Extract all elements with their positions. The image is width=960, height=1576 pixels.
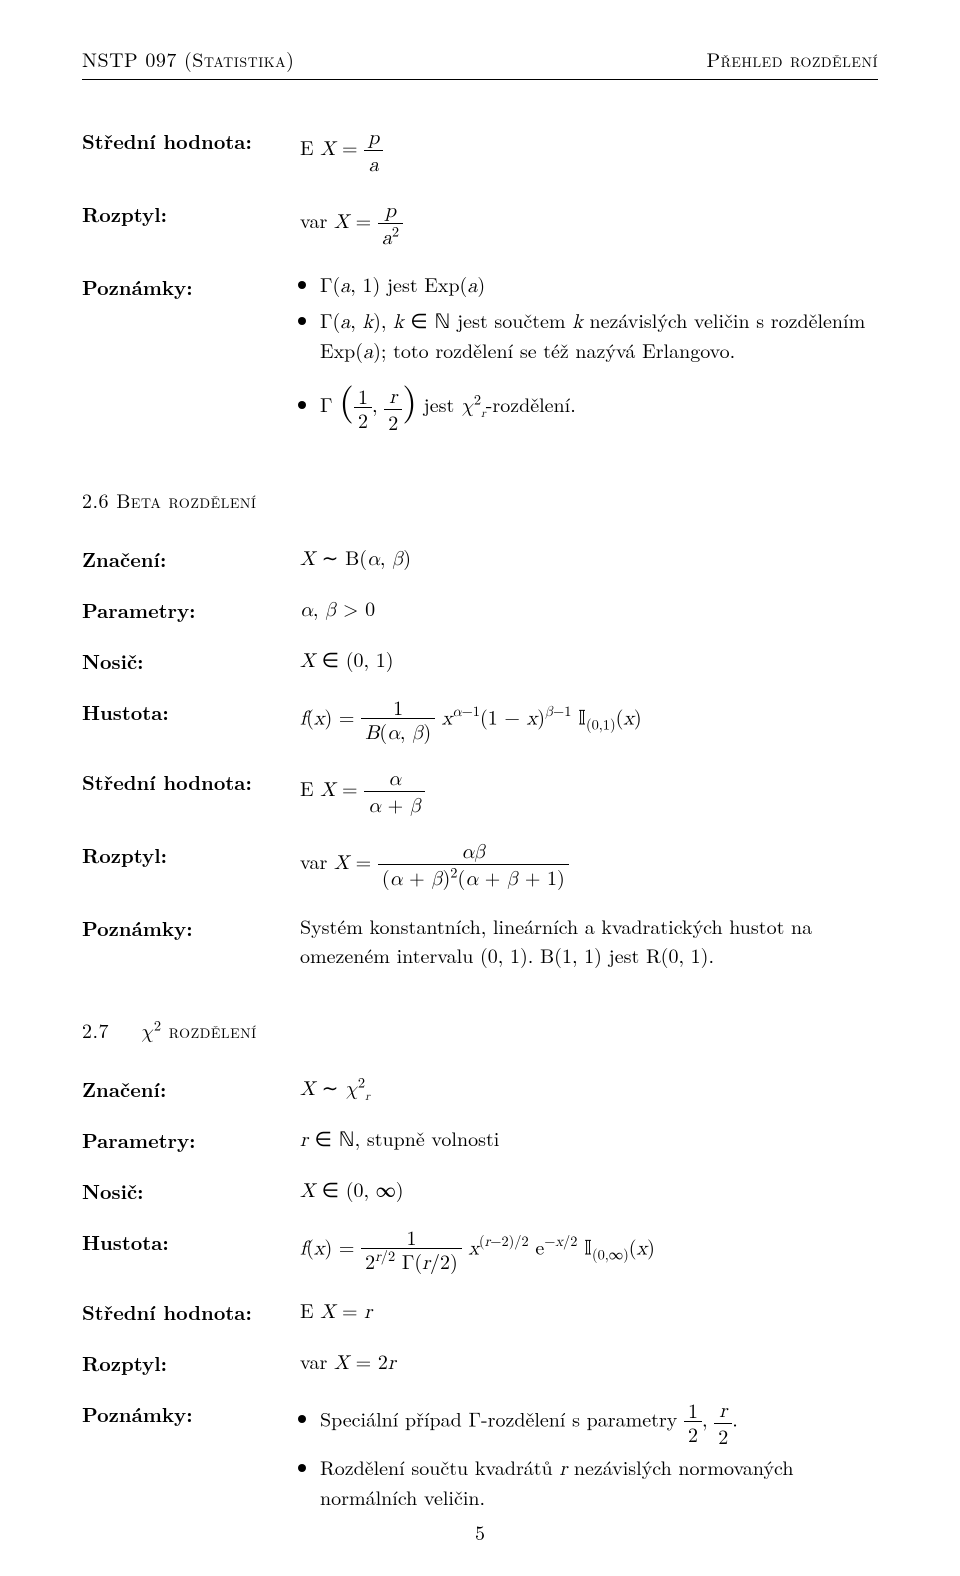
label-var: Rozptyl:	[82, 1346, 292, 1377]
beta-var: var X = αβ(α + β)2(α + β + 1)	[300, 838, 878, 891]
chi2-note-1: Speciální případ Γ-rozdělení s parametry…	[320, 1397, 878, 1447]
page: NSTP 097 (Statistika) Přehled rozdělení …	[0, 0, 960, 1576]
label-param: Parametry:	[82, 1123, 292, 1154]
beta-properties: Značení: X ∼ B(α, β) Parametry: α, β > 0…	[82, 542, 878, 969]
page-number: 5	[0, 1517, 960, 1546]
section-beta-title: 2.6 Beta rozdělení	[82, 485, 878, 514]
running-header: NSTP 097 (Statistika) Přehled rozdělení	[82, 44, 878, 73]
header-left: NSTP 097 (Statistika)	[82, 44, 294, 73]
header-right: Přehled rozdělení	[706, 44, 878, 73]
label-mean: Střední hodnota:	[82, 765, 292, 818]
chi2-support: X ∈ (0, ∞)	[300, 1174, 878, 1205]
header-rule	[82, 79, 878, 80]
chi2-note-2: Rozdělení součtu kvadrátů r nezávislých …	[320, 1453, 878, 1510]
beta-param: α, β > 0	[300, 593, 878, 624]
gamma-mean: E X = pa	[300, 124, 878, 177]
beta-support: X ∈ (0, 1)	[300, 644, 878, 675]
label-support: Nosič:	[82, 1174, 292, 1205]
chi2-properties: Značení: X ∼ χ2r Parametry: r ∈ ℕ, stupn…	[82, 1072, 878, 1516]
label-var: Rozptyl:	[82, 197, 292, 250]
beta-notation: X ∼ B(α, β)	[300, 542, 878, 573]
label-support: Nosič:	[82, 644, 292, 675]
chi2-param: r ∈ ℕ, stupně volnosti	[300, 1123, 878, 1154]
label-notes: Poznámky:	[82, 270, 292, 439]
label-notes: Poznámky:	[82, 1397, 292, 1516]
beta-density: f(x) = 1B(α, β) xα−1(1 − x)β−1 𝕀(0,1)(x)	[300, 695, 878, 745]
chi2-notes: Speciální případ Γ-rozdělení s parametry…	[300, 1397, 878, 1516]
gamma-notes: Γ(a, 1) jest Exp(a) Γ(a, k), k ∈ ℕ jest …	[300, 270, 878, 439]
gamma-var: var X = pa2	[300, 197, 878, 250]
label-notes: Poznámky:	[82, 911, 292, 969]
chi2-var: var X = 2r	[300, 1346, 878, 1377]
label-notation: Značení:	[82, 1072, 292, 1103]
label-density: Hustota:	[82, 1225, 292, 1275]
label-mean: Střední hodnota:	[82, 1295, 292, 1326]
section-chi2-title: 2.7 χ2 rozdělení	[82, 1015, 878, 1044]
label-notation: Značení:	[82, 542, 292, 573]
gamma-note-3: Γ (12, r2) jest χ2r-rozdělení.	[320, 372, 878, 433]
chi2-density: f(x) = 12r/2 Γ(r/2) x(r−2)/2 e−x/2 𝕀(0,∞…	[300, 1225, 878, 1275]
label-mean: Střední hodnota:	[82, 124, 292, 177]
label-param: Parametry:	[82, 593, 292, 624]
beta-notes: Systém konstantních, lineárních a kvadra…	[300, 911, 878, 969]
gamma-note-1: Γ(a, 1) jest Exp(a)	[320, 270, 878, 300]
label-density: Hustota:	[82, 695, 292, 745]
gamma-note-2: Γ(a, k), k ∈ ℕ jest součtem k nezávislýc…	[320, 306, 878, 366]
chi2-notation: X ∼ χ2r	[300, 1072, 878, 1103]
beta-mean: E X = αα + β	[300, 765, 878, 818]
chi2-mean: E X = r	[300, 1295, 878, 1326]
gamma-properties: Střední hodnota: E X = pa Rozptyl: var X…	[82, 124, 878, 439]
label-var: Rozptyl:	[82, 838, 292, 891]
